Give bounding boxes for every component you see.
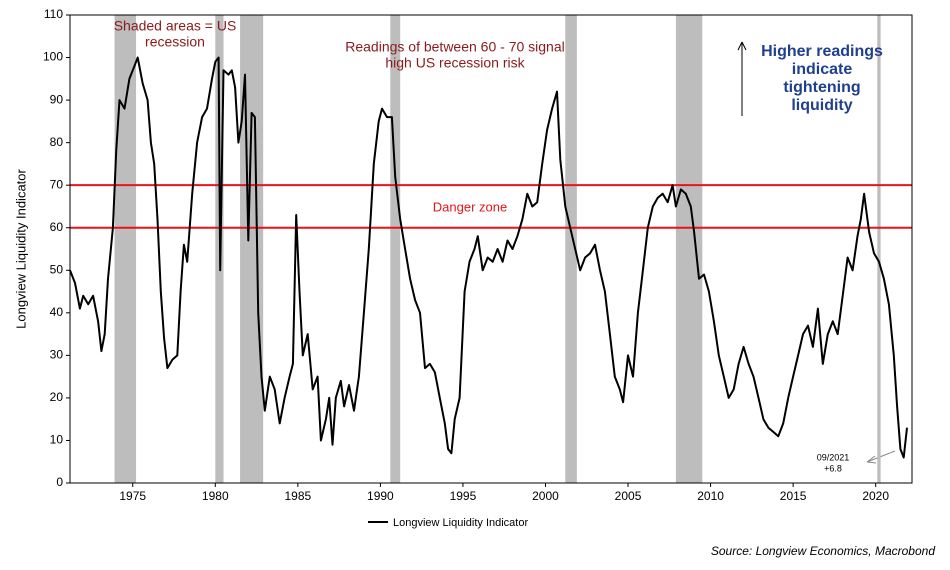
annotation: Higher readings — [761, 43, 883, 60]
recession-band — [390, 15, 401, 483]
y-tick-label: 100 — [43, 50, 63, 64]
source: Source: Longview Economics, Macrobond — [711, 544, 935, 558]
y-tick-label: 10 — [50, 433, 64, 447]
x-tick-label: 1990 — [367, 489, 394, 503]
annotation: Readings of between 60 - 70 signal — [345, 39, 564, 55]
up-arrow — [737, 41, 747, 116]
y-tick-label: 20 — [50, 390, 64, 404]
x-tick-label: 1995 — [450, 489, 477, 503]
annotation: Danger zone — [433, 199, 507, 214]
pointer-arrow — [866, 450, 896, 464]
x-tick-label: 2000 — [532, 489, 559, 503]
y-tick-label: 90 — [50, 92, 64, 106]
y-axis-label: Longview Liquidity Indicator — [13, 168, 28, 328]
recession-band — [877, 15, 881, 483]
annotation: 09/2021 — [817, 452, 850, 462]
x-tick-label: 2005 — [615, 489, 642, 503]
y-tick-label: 0 — [56, 475, 63, 489]
y-tick-label: 80 — [50, 135, 64, 149]
y-tick-label: 40 — [50, 305, 64, 319]
annotation: recession — [145, 34, 205, 50]
legend-label: Longview Liquidity Indicator — [393, 517, 528, 529]
recession-band — [675, 15, 703, 483]
annotation: tightening — [783, 79, 860, 96]
annotation: liquidity — [791, 97, 852, 114]
x-tick-label: 1985 — [284, 489, 311, 503]
annotation: Shaded areas = US — [114, 18, 237, 34]
x-tick-label: 1980 — [202, 489, 229, 503]
plot-frame — [69, 14, 913, 484]
y-tick-label: 60 — [50, 220, 64, 234]
y-tick-label: 110 — [44, 7, 63, 21]
x-tick-label: 1975 — [119, 489, 146, 503]
annotation: indicate — [792, 61, 853, 78]
x-tick-label: 2010 — [697, 489, 724, 503]
series-line — [69, 56, 908, 459]
annotation: high US recession risk — [385, 55, 525, 71]
annotation: +6.8 — [824, 463, 842, 473]
y-tick-label: 70 — [50, 177, 64, 191]
x-tick-label: 2015 — [780, 489, 807, 503]
recession-band — [114, 15, 137, 483]
x-tick-label: 2020 — [862, 489, 889, 503]
y-tick-label: 50 — [50, 262, 64, 276]
recession-band — [565, 15, 577, 483]
y-tick-label: 30 — [50, 348, 64, 362]
